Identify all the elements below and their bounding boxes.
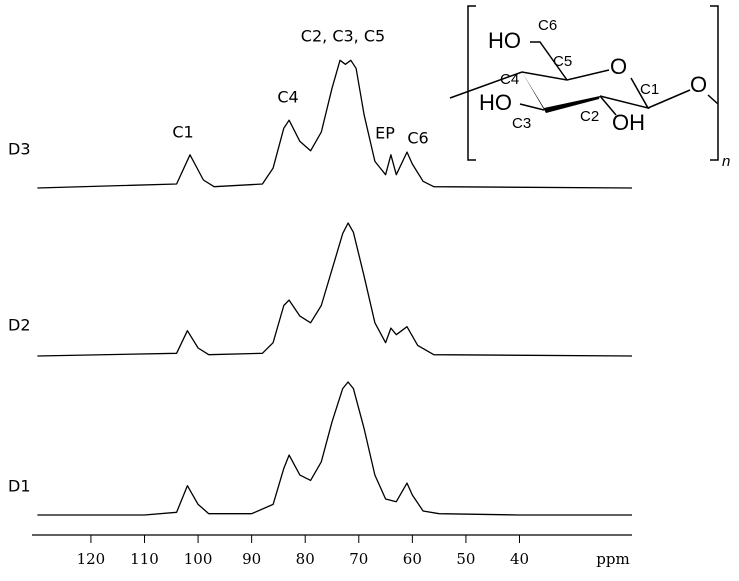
series-label: D1	[8, 477, 31, 496]
label: OH	[612, 110, 645, 135]
x-tick-label: 70	[349, 550, 368, 568]
x-axis-label: ppm	[596, 550, 629, 568]
label: O	[690, 72, 707, 97]
spectrum	[37, 222, 633, 357]
bond	[530, 41, 568, 81]
spectrum	[37, 381, 632, 516]
bracket-left	[467, 5, 476, 161]
bond	[599, 95, 617, 116]
label: HO	[479, 90, 512, 115]
x-tick-label: 110	[130, 550, 159, 568]
x-tick-label: 90	[242, 550, 261, 568]
label: C6	[538, 17, 557, 34]
series-label: D3	[8, 140, 31, 159]
label: C5	[553, 53, 572, 70]
label: C2	[580, 108, 599, 125]
bond	[647, 89, 691, 109]
x-tick-label: 120	[77, 550, 106, 568]
label: C4	[500, 71, 519, 88]
x-tick-label: 50	[456, 550, 475, 568]
x-tick-label: 80	[296, 550, 315, 568]
label: C3	[512, 115, 531, 132]
label: O	[610, 54, 627, 79]
x-tick-label: 60	[403, 550, 422, 568]
series-label: D2	[8, 316, 31, 335]
peak-label: C4	[277, 88, 298, 107]
x-tick-label: 40	[510, 550, 529, 568]
bond	[519, 103, 545, 111]
x-tick-label: 100	[184, 550, 213, 568]
bracket-right	[710, 5, 719, 161]
peak-label: C6	[407, 129, 428, 148]
peak-label: EP	[375, 124, 395, 143]
structure: HO C6 C5 C4 O C1 O HO C3 C2 OH n	[449, 5, 730, 170]
spectrum	[37, 59, 633, 189]
peak-label: C2, C3, C5	[301, 27, 385, 46]
label: HO	[488, 28, 521, 53]
label: C1	[640, 81, 659, 98]
bond	[707, 94, 719, 105]
label: n	[722, 153, 730, 170]
peak-label: C1	[172, 123, 193, 142]
bond	[449, 69, 610, 99]
bold-bond	[522, 72, 600, 113]
